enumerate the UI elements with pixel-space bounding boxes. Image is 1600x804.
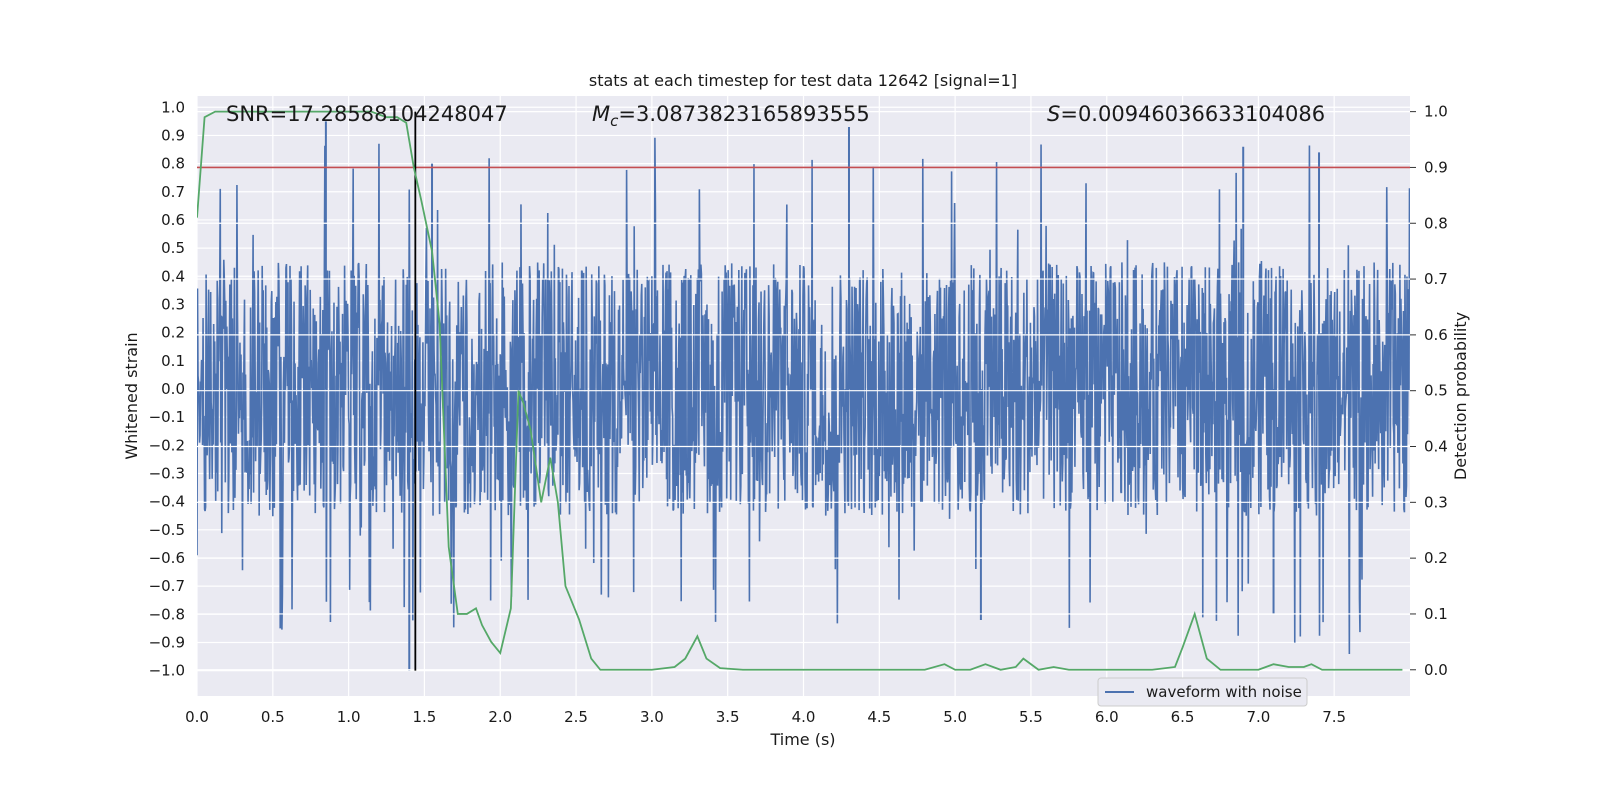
x-axis-label: Time (s) xyxy=(769,730,835,749)
legend-label: waveform with noise xyxy=(1146,683,1302,701)
y-left-axis-ticks: 1.0 0.9 0.8 0.7 0.6 0.5 0.4 0.3 0.2 0.1 0.0 −0.1 −0.… xyxy=(149,98,185,679)
x-tick-label: 0.0 xyxy=(185,708,209,726)
y-left-tick-label: −0.8 xyxy=(149,605,185,623)
x-tick-label: 2.5 xyxy=(564,708,588,726)
chart-title: stats at each timestep for test data 126… xyxy=(589,71,1017,90)
x-tick-label: 1.5 xyxy=(413,708,437,726)
legend: waveform with noise xyxy=(1097,677,1308,707)
y-left-tick-label: −0.4 xyxy=(149,493,185,511)
y-right-tick-label: 0.2 xyxy=(1424,549,1448,567)
y-right-tick-label: 0.4 xyxy=(1424,438,1448,456)
y-left-tick-label: −0.7 xyxy=(149,577,185,595)
y-left-tick-label: 0.4 xyxy=(161,267,185,285)
s-value: =0.00946036633104086 xyxy=(1060,102,1325,126)
y-right-tick-label: 0.8 xyxy=(1424,214,1448,232)
y-right-tick-label: 0.6 xyxy=(1424,326,1448,344)
x-tick-label: 6.0 xyxy=(1095,708,1119,726)
x-tick-label: 2.0 xyxy=(488,708,512,726)
y-left-tick-label: −0.5 xyxy=(149,521,185,539)
y-left-tick-label: −0.9 xyxy=(149,633,185,651)
y-left-tick-label: 0.1 xyxy=(161,352,185,370)
x-tick-label: 1.0 xyxy=(337,708,361,726)
y-right-tick-label: 0.0 xyxy=(1424,661,1448,679)
x-tick-label: 4.0 xyxy=(792,708,816,726)
y-left-axis-label: Whitened strain xyxy=(122,332,141,459)
x-axis-ticks: 0.0 0.5 1.0 1.5 2.0 2.5 3.0 3.5 4.0 4.5 5.0 5.5 6.0 6… xyxy=(185,708,1346,726)
chirp-mass-subscript: c xyxy=(610,112,619,130)
y-left-tick-label: 0.8 xyxy=(161,155,185,173)
y-right-tick-label: 0.7 xyxy=(1424,270,1448,288)
y-right-tick-label: 0.1 xyxy=(1424,605,1448,623)
x-tick-label: 0.5 xyxy=(261,708,285,726)
y-right-tick-label: 0.5 xyxy=(1424,382,1448,400)
x-tick-label: 7.0 xyxy=(1246,708,1270,726)
strain-series xyxy=(197,121,1410,671)
y-left-tick-label: 0.3 xyxy=(161,295,185,313)
y-right-axis-ticks: 1.0 0.9 0.8 0.7 0.6 0.5 0.4 0.3 0.2 0.1 0.0 xyxy=(1410,103,1448,679)
s-annotation: S=0.00946036633104086 xyxy=(1047,102,1325,126)
s-symbol: S xyxy=(1047,102,1060,126)
y-left-tick-label: 1.0 xyxy=(161,98,185,116)
y-left-tick-label: 0.2 xyxy=(161,324,185,342)
chirp-mass-value: =3.0873823165893555 xyxy=(618,102,869,126)
y-left-tick-label: 0.7 xyxy=(161,183,185,201)
x-tick-label: 3.0 xyxy=(640,708,664,726)
x-tick-label: 5.5 xyxy=(1019,708,1043,726)
chirp-mass-symbol: M xyxy=(592,102,610,126)
y-left-tick-label: −0.3 xyxy=(149,464,185,482)
y-right-tick-label: 0.9 xyxy=(1424,158,1448,176)
y-right-tick-label: 0.3 xyxy=(1424,493,1448,511)
x-tick-label: 3.5 xyxy=(716,708,740,726)
y-right-axis-label: Detection probability xyxy=(1451,312,1470,480)
legend-box xyxy=(1097,677,1308,707)
probability-line xyxy=(197,110,1403,671)
y-left-tick-label: 0.0 xyxy=(161,380,185,398)
y-right-tick-label: 1.0 xyxy=(1424,103,1448,121)
y-left-tick-label: 0.5 xyxy=(161,239,185,257)
y-left-tick-label: 0.9 xyxy=(161,126,185,144)
y-left-tick-label: −0.6 xyxy=(149,549,185,567)
y-left-tick-label: −0.2 xyxy=(149,436,185,454)
snr-annotation: SNR=17.28588104248047 xyxy=(226,102,508,126)
chirp-mass-annotation: Mc=3.0873823165893555 xyxy=(592,102,870,130)
x-tick-label: 7.5 xyxy=(1322,708,1346,726)
y-left-tick-label: 0.6 xyxy=(161,211,185,229)
x-tick-label: 6.5 xyxy=(1171,708,1195,726)
x-tick-label: 4.5 xyxy=(867,708,891,726)
y-left-tick-label: −1.0 xyxy=(149,662,185,680)
y-left-tick-label: −0.1 xyxy=(149,408,185,426)
strain-noise-trace xyxy=(197,137,1410,655)
x-tick-label: 5.0 xyxy=(943,708,967,726)
